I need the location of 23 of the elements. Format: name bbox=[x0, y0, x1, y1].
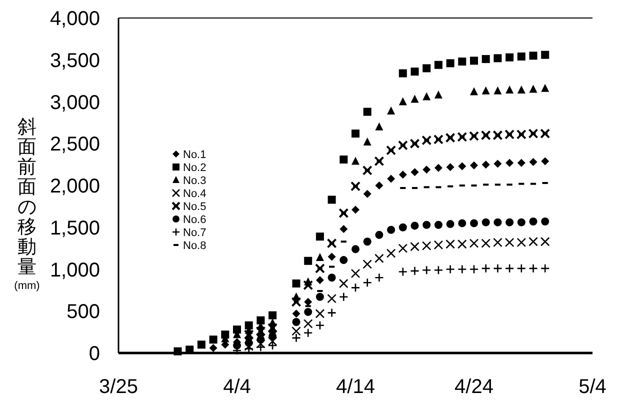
x-tick-label: 5/4 bbox=[578, 376, 606, 398]
legend-label: No.1 bbox=[183, 149, 206, 161]
legend-label: No.7 bbox=[183, 227, 206, 239]
x-tick-label: 4/14 bbox=[336, 376, 375, 398]
y-tick-label: 3,000 bbox=[50, 92, 100, 114]
y-tick-label: 3,500 bbox=[50, 50, 100, 72]
x-tick-label: 4/24 bbox=[454, 376, 494, 398]
legend-label: No.6 bbox=[183, 214, 206, 226]
x-tick-label: 4/4 bbox=[223, 376, 251, 398]
y-tick-label: 4,000 bbox=[50, 8, 100, 30]
legend-label: No.2 bbox=[183, 162, 206, 174]
legend-label: No.3 bbox=[183, 175, 206, 187]
ylabel: 斜面前面の移動量(mm) bbox=[14, 117, 40, 292]
y-tick-label: 2,000 bbox=[50, 176, 100, 198]
legend-label: No.5 bbox=[183, 201, 206, 213]
y-tick-label: 1,000 bbox=[50, 259, 100, 282]
y-tick-label: 1,500 bbox=[50, 217, 100, 240]
y-tick-label: 500 bbox=[66, 301, 100, 324]
legend-label: No.8 bbox=[183, 240, 206, 252]
legend-label: No.4 bbox=[183, 188, 206, 200]
x-tick-label: 3/25 bbox=[99, 376, 138, 398]
y-tick-label: 0 bbox=[88, 343, 100, 365]
y-tick-label: 2,500 bbox=[50, 134, 100, 156]
